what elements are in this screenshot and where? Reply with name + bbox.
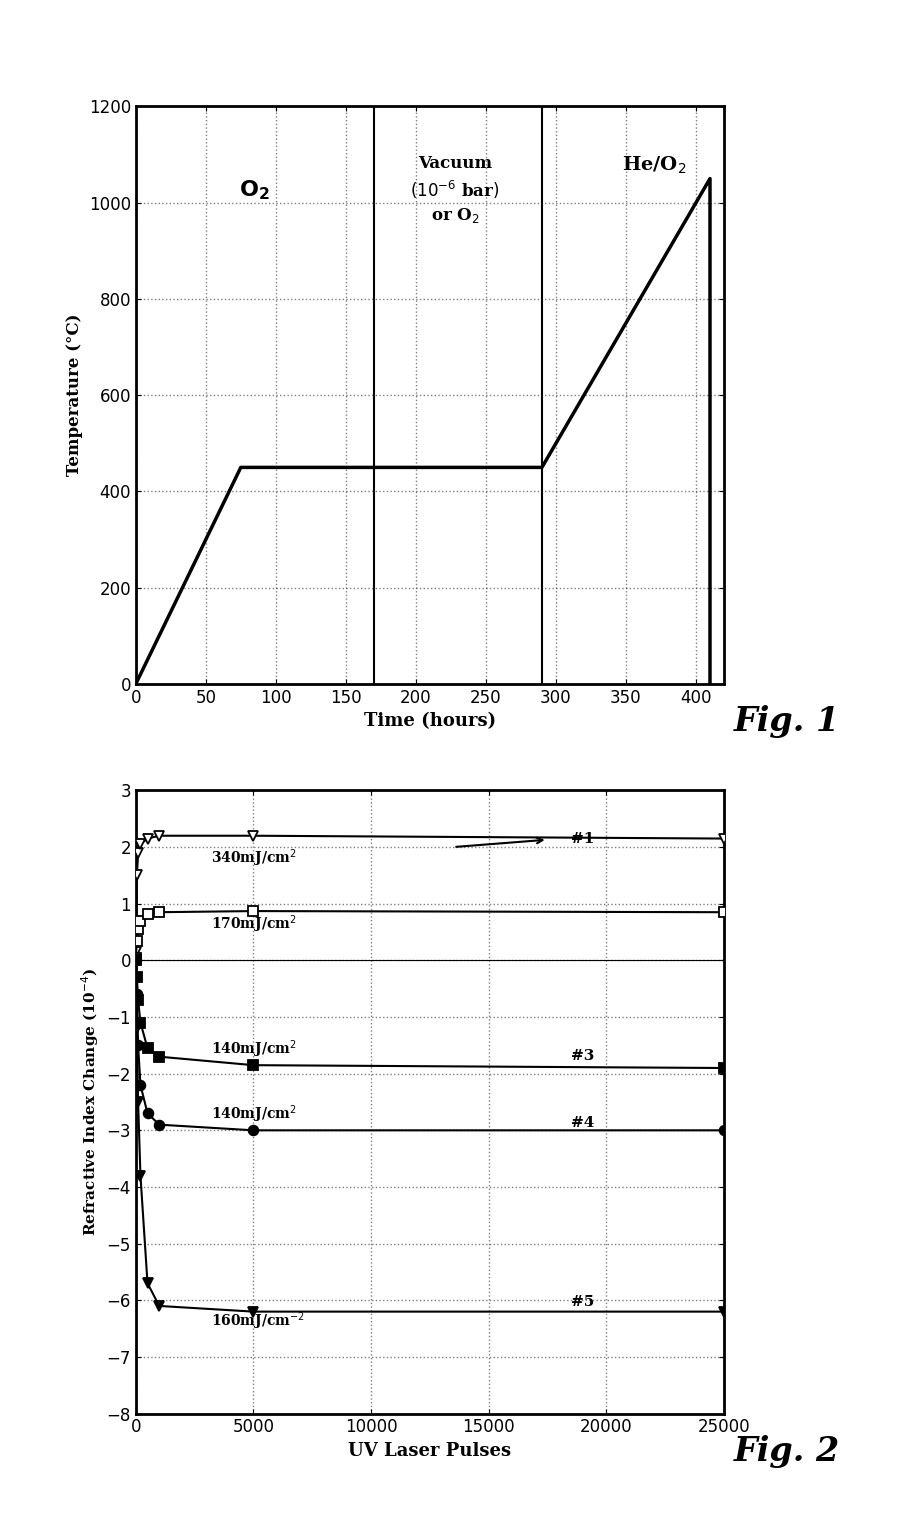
Text: 140mJ/cm$^2$: 140mJ/cm$^2$ <box>211 1038 297 1059</box>
Text: Fig. 2: Fig. 2 <box>734 1435 841 1468</box>
X-axis label: Time (hours): Time (hours) <box>364 713 496 731</box>
Text: He/O$_2$: He/O$_2$ <box>622 155 686 176</box>
Text: 140mJ/cm$^2$: 140mJ/cm$^2$ <box>211 1104 297 1125</box>
Text: 160mJ/cm$^{-2}$: 160mJ/cm$^{-2}$ <box>211 1310 305 1332</box>
Text: #1: #1 <box>571 831 595 845</box>
Text: 340mJ/cm$^2$: 340mJ/cm$^2$ <box>211 847 297 869</box>
Text: 170mJ/cm$^2$: 170mJ/cm$^2$ <box>211 914 297 935</box>
Text: $\mathbf{O_2}$: $\mathbf{O_2}$ <box>240 178 270 202</box>
Text: Vacuum
$(10^{-6}$ bar$)$
or O$_2$: Vacuum $(10^{-6}$ bar$)$ or O$_2$ <box>410 155 500 225</box>
Y-axis label: Temperature (°C): Temperature (°C) <box>66 315 83 476</box>
X-axis label: UV Laser Pulses: UV Laser Pulses <box>348 1442 511 1461</box>
Text: #4: #4 <box>571 1117 595 1131</box>
Text: #5: #5 <box>571 1295 595 1309</box>
Text: #3: #3 <box>571 1049 595 1062</box>
Text: Fig. 1: Fig. 1 <box>734 705 841 739</box>
Y-axis label: Refractive Index Change (10$^{-4}$): Refractive Index Change (10$^{-4}$) <box>79 968 100 1236</box>
